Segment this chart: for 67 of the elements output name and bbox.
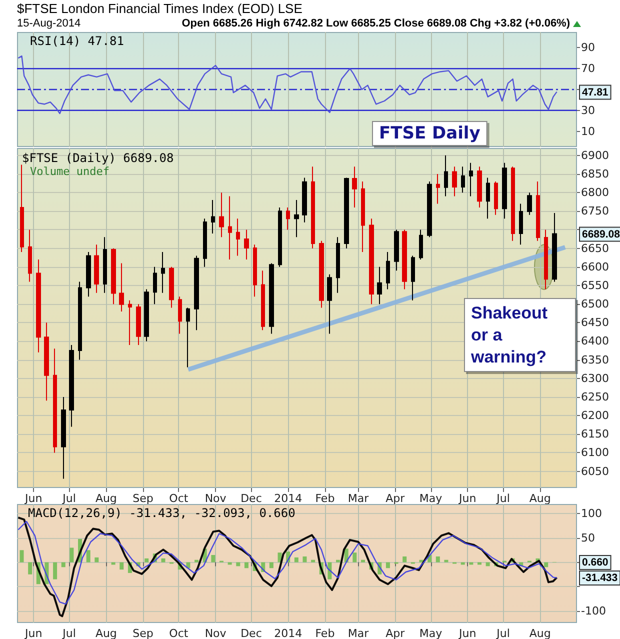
annotation: MACD(12,26,9) -31.433, -32.093, 0.660 <box>28 506 296 520</box>
annotation: Shakeout or a warning? <box>470 304 552 366</box>
y-tick-label: -100 <box>581 604 606 618</box>
y-tick-label: 6750 <box>581 204 609 218</box>
x-tick-label: Oct <box>169 492 189 505</box>
x-tick-label: Jul <box>496 492 510 505</box>
y-tick-label: 6800 <box>581 186 609 200</box>
y-tick-label: 70 <box>581 62 595 76</box>
x-tick-label: Sep <box>132 492 154 505</box>
y-tick-label: 6050 <box>581 464 609 478</box>
annotation: $FTSE (Daily) 6689.08 <box>22 151 174 165</box>
x-tick-label: Oct <box>169 627 189 639</box>
y-tick-label: 6150 <box>581 428 609 441</box>
x-tick-label: 2014 <box>274 492 302 505</box>
y-tick-label: 90 <box>581 41 595 54</box>
y-tick-label: 6600 <box>581 260 609 274</box>
y-tick-label: 100 <box>581 507 602 520</box>
chart-subtitle: 15-Aug-2014 <box>17 18 81 30</box>
x-tick-label: Mar <box>348 492 370 505</box>
y-tick-label: 6450 <box>581 316 609 330</box>
x-tick-label: Feb <box>315 492 335 505</box>
x-tick-label: Nov <box>204 627 227 639</box>
x-tick-label: Jul <box>496 627 510 639</box>
x-tick-label: Jun <box>24 492 42 505</box>
x-tick-label: Jun <box>24 627 42 639</box>
x-tick-label: Jun <box>458 627 476 639</box>
x-tick-label: Feb <box>315 627 335 639</box>
x-tick-label: Sep <box>132 627 154 639</box>
x-tick-label: May <box>419 492 443 505</box>
x-tick-label: Aug <box>529 627 551 639</box>
x-tick-label: Aug <box>95 492 117 505</box>
x-tick-label: Nov <box>204 492 227 505</box>
x-tick-label: Dec <box>240 627 262 639</box>
y-tick-label: 10 <box>581 124 595 138</box>
y-tick-label: 6650 <box>581 242 609 255</box>
x-tick-label: Apr <box>386 492 406 505</box>
text: Open 6685.26 High 6742.82 Low 6685.25 Close 6689.08 Chg +3.82 (+0.06%) <box>182 18 570 30</box>
x-tick-label: 2014 <box>274 627 302 639</box>
x-tick-label: Mar <box>348 627 370 639</box>
x-tick-label: Aug <box>529 492 551 505</box>
y-tick-label: 30 <box>581 104 595 117</box>
y-tick-label: 6850 <box>581 168 609 181</box>
y-tick-label: 6200 <box>581 409 609 422</box>
y-tick-label: 6400 <box>581 334 609 348</box>
annotation: FTSE Daily <box>379 124 480 144</box>
annotation: RSI(14) 47.81 <box>30 34 124 48</box>
y-tick-label: 50 <box>581 532 595 544</box>
y-tick-label: 6550 <box>581 278 609 292</box>
x-tick-label: Jul <box>62 627 76 639</box>
annotation: Volume undef <box>30 165 110 178</box>
x-tick-label: Jul <box>62 492 76 505</box>
x-tick-label: Jun <box>458 492 476 505</box>
x-tick-label: Apr <box>386 627 406 639</box>
y-tick-label: 6300 <box>581 372 609 385</box>
y-tick-label: 6100 <box>581 446 609 460</box>
x-tick-label: Dec <box>240 492 262 505</box>
annotation: 0.660 <box>582 556 608 568</box>
y-tick-label: 6350 <box>581 353 609 366</box>
x-tick-label: May <box>419 627 443 639</box>
annotation: 6689.08 <box>582 228 620 240</box>
annotation: 47.81 <box>582 86 608 98</box>
annotation: -31.433 <box>582 572 618 584</box>
y-tick-label: 6900 <box>581 148 609 162</box>
y-tick-label: 6250 <box>581 390 609 404</box>
x-tick-label: Aug <box>95 627 117 639</box>
chart-title: $FTSE London Financial Times Index (EOD) LSE <box>17 1 303 16</box>
y-tick-label: 6500 <box>581 298 609 311</box>
